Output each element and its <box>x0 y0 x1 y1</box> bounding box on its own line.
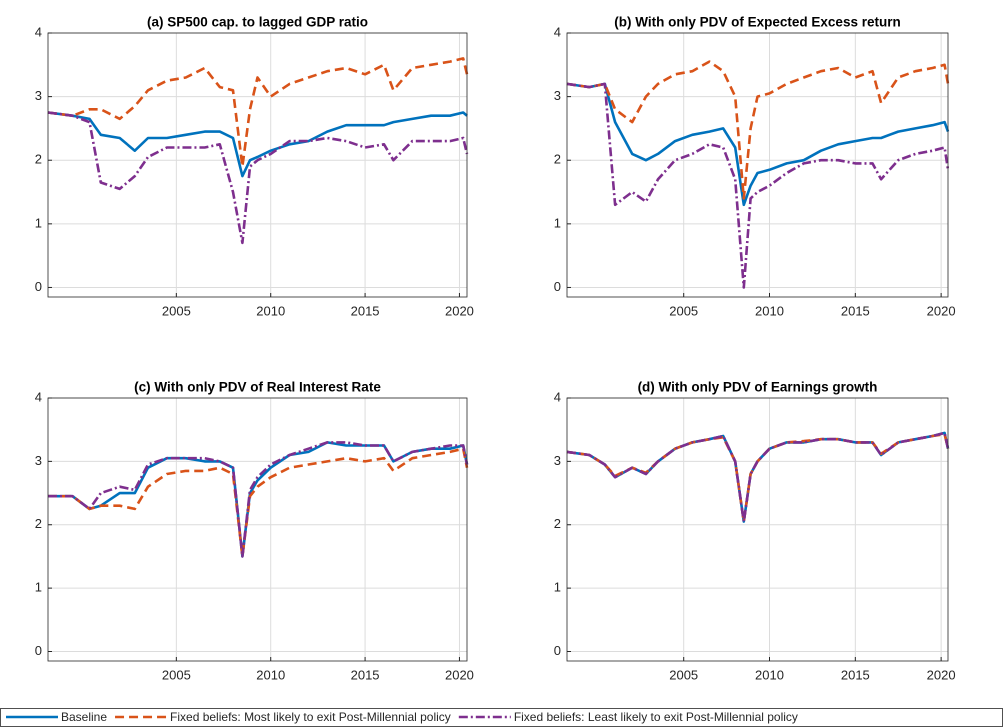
axes-box <box>566 32 949 298</box>
series-line <box>47 57 469 168</box>
y-tick-label: 2 <box>35 152 42 167</box>
x-tick-label: 2020 <box>927 667 956 682</box>
y-tick-label: 3 <box>35 453 42 468</box>
x-tick-label: 2010 <box>256 667 285 682</box>
series-line <box>47 111 469 245</box>
y-tick-label: 1 <box>35 580 42 595</box>
chart-title: (d) With only PDV of Earnings growth <box>638 380 878 395</box>
plot-area <box>48 398 467 661</box>
x-tick-label: 2005 <box>669 303 698 318</box>
y-tick-label: 2 <box>554 152 561 167</box>
axes-box <box>47 397 468 662</box>
y-tick-label: 3 <box>35 88 42 103</box>
plot-area <box>567 398 948 661</box>
x-tick-label: 2005 <box>162 667 191 682</box>
legend-label: Baseline <box>61 710 107 724</box>
y-tick-label: 1 <box>554 580 561 595</box>
chart-title: (c) With only PDV of Real Interest Rate <box>134 380 381 395</box>
series-line <box>566 82 950 289</box>
series-line <box>47 111 468 178</box>
y-tick-label: 4 <box>35 24 42 39</box>
plot-area <box>48 33 467 297</box>
y-tick-label: 2 <box>35 516 42 531</box>
y-tick-label: 4 <box>35 389 42 404</box>
legend-label: Fixed beliefs: Least likely to exit Post… <box>514 710 798 724</box>
series-line <box>566 431 950 523</box>
axes-box <box>47 32 468 298</box>
x-tick-label: 2015 <box>351 667 380 682</box>
series-line <box>48 441 469 558</box>
y-tick-label: 0 <box>35 279 42 294</box>
y-tick-label: 0 <box>35 643 42 658</box>
chart-title: (a) SP500 cap. to lagged GDP ratio <box>147 15 368 30</box>
series-line <box>566 82 950 207</box>
chart-title: (b) With only PDV of Expected Excess ret… <box>614 15 900 30</box>
x-tick-label: 2005 <box>162 303 191 318</box>
axes-box <box>566 397 949 662</box>
y-tick-label: 3 <box>554 88 561 103</box>
y-tick-label: 0 <box>554 643 561 658</box>
x-tick-label: 2020 <box>445 303 474 318</box>
y-tick-label: 1 <box>554 215 561 230</box>
y-tick-label: 4 <box>554 24 561 39</box>
x-tick-label: 2020 <box>445 667 474 682</box>
series-line <box>48 447 469 558</box>
series-line <box>48 441 469 558</box>
y-tick-label: 0 <box>554 279 561 294</box>
x-tick-label: 2015 <box>841 303 870 318</box>
y-tick-label: 1 <box>35 215 42 230</box>
y-tick-label: 3 <box>554 453 561 468</box>
legend-label: Fixed beliefs: Most likely to exit Post-… <box>170 710 451 724</box>
y-tick-label: 2 <box>554 516 561 531</box>
series-line <box>566 60 950 200</box>
x-tick-label: 2010 <box>256 303 285 318</box>
x-tick-label: 2005 <box>669 667 698 682</box>
x-tick-label: 2010 <box>755 303 784 318</box>
plot-area <box>567 33 948 297</box>
y-tick-label: 4 <box>554 389 561 404</box>
x-tick-label: 2020 <box>927 303 956 318</box>
x-tick-label: 2010 <box>755 667 784 682</box>
x-tick-label: 2015 <box>351 303 380 318</box>
x-tick-label: 2015 <box>841 667 870 682</box>
